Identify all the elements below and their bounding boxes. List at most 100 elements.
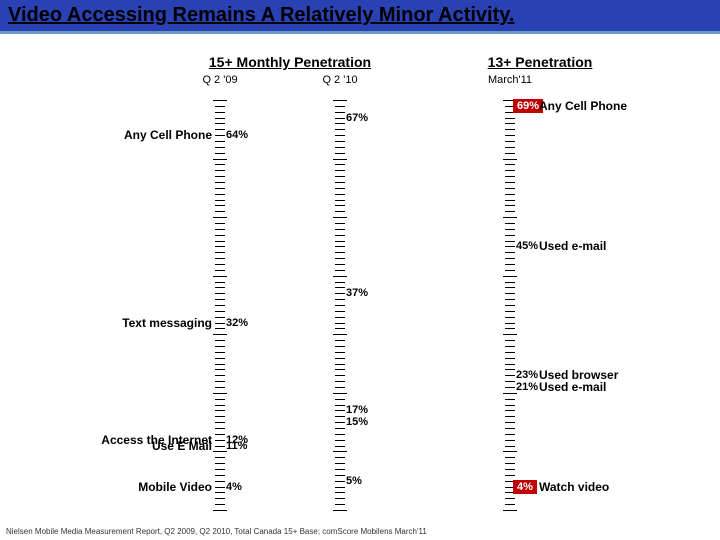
series-label: Text messaging [122,316,212,330]
tick [335,416,345,417]
tick [505,323,515,324]
title-bar: Video Accessing Remains A Relatively Min… [0,0,720,34]
tick [215,147,225,148]
tick [503,334,517,335]
tick [215,487,225,488]
tick [335,469,345,470]
tick [505,410,515,411]
tick [215,223,225,224]
tick [333,510,347,511]
value-label: 15% [346,416,368,428]
tick [215,287,225,288]
tick [215,405,225,406]
tick [335,446,345,447]
tick [505,123,515,124]
subtitles-row: 15+ Monthly Penetration 13+ Penetration [0,54,720,70]
tick [335,405,345,406]
tick [505,422,515,423]
tick [505,264,515,265]
tick [505,469,515,470]
tick [335,188,345,189]
tick [215,346,225,347]
tick [505,440,515,441]
tick [335,440,345,441]
tick [215,422,225,423]
tick [503,510,517,511]
tick [215,463,225,464]
series-label: Used e-mail [539,239,606,253]
tick [335,205,345,206]
tick [215,135,225,136]
tick [505,293,515,294]
tick [505,147,515,148]
tick [215,340,225,341]
tick [215,317,225,318]
tick [215,235,225,236]
tick [505,475,515,476]
tick [213,334,227,335]
tick [335,364,345,365]
tick [333,159,347,160]
tick [215,264,225,265]
value-label: 23% [516,369,538,381]
tick [505,282,515,283]
value-label: 11% [226,440,247,452]
tick [505,498,515,499]
tick [505,434,515,435]
tick [215,246,225,247]
tick [335,369,345,370]
tick [335,305,345,306]
tick [505,328,515,329]
col2-header: Q 2 '10 [280,74,400,86]
tick [215,200,225,201]
value-label: 17% [346,404,368,416]
tick [505,129,515,130]
tick [335,211,345,212]
tick [335,176,345,177]
tick [505,416,515,417]
tick [213,451,227,452]
tick [215,492,225,493]
tick [505,446,515,447]
tick [215,211,225,212]
tick [505,182,515,183]
tick [215,252,225,253]
tick [335,346,345,347]
tick [215,270,225,271]
tick [505,241,515,242]
tick [505,399,515,400]
tick [215,299,225,300]
value-label: 32% [226,317,248,329]
tick [503,159,517,160]
tick [335,422,345,423]
tick [215,323,225,324]
tick [335,387,345,388]
tick [215,293,225,294]
tick [213,217,227,218]
tick [335,311,345,312]
tick [335,194,345,195]
axis-col3: 69%Any Cell Phone45%Used e-mail23%Used b… [510,100,511,510]
tick [333,451,347,452]
axis-col2: 67%37%17%15%5% [340,100,341,510]
tick [335,246,345,247]
tick [505,428,515,429]
tick [335,135,345,136]
tick [503,276,517,277]
tick [215,282,225,283]
tick [335,270,345,271]
tick [335,328,345,329]
tick [335,293,345,294]
tick [335,498,345,499]
tick [215,369,225,370]
tick [505,352,515,353]
value-label: 21% [516,381,538,393]
tick [335,475,345,476]
tick [215,229,225,230]
tick [505,317,515,318]
tick [505,194,515,195]
tick [215,381,225,382]
tick [505,375,515,376]
tick [215,504,225,505]
tick [215,205,225,206]
